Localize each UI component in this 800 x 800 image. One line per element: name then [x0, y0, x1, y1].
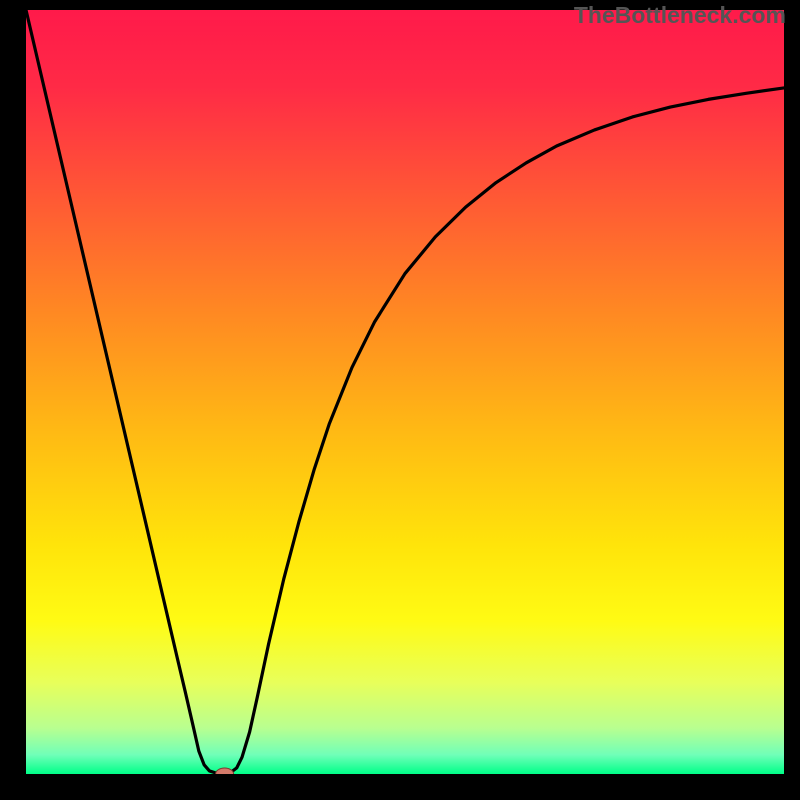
chart-frame: TheBottleneck.com — [0, 0, 800, 800]
watermark-text: TheBottleneck.com — [574, 2, 786, 29]
gradient-background — [26, 10, 784, 774]
plot-area — [26, 10, 784, 774]
